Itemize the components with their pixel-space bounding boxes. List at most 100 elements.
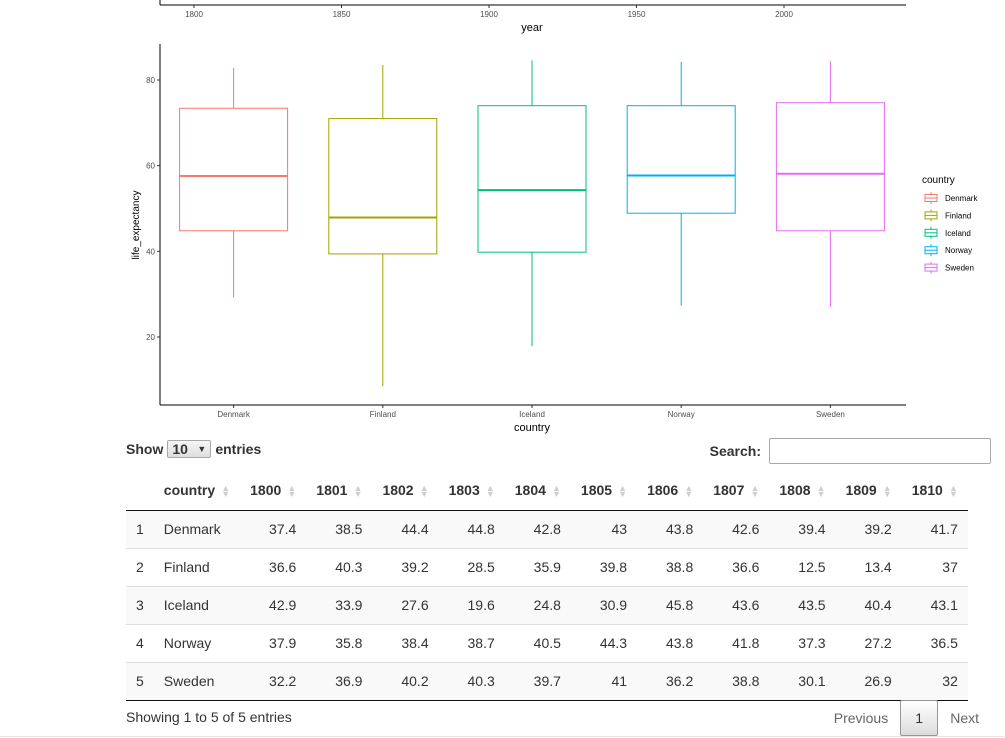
value-cell: 43.6 [703,585,770,624]
value-cell: 35.9 [504,547,571,586]
value-cell: 19.6 [438,585,505,624]
value-cell: 42.9 [240,585,307,624]
column-header-label: 1802 [382,481,414,498]
search-control: Search: [710,438,991,464]
legend-label: Finland [945,211,971,220]
column-header-1808[interactable]: 1808 ▲ ▼ [769,470,836,511]
value-cell: 37.4 [269,521,297,537]
value-cell: 27.2 [835,623,902,662]
column-header-1801[interactable]: 1801 ▲ ▼ [306,470,373,511]
column-header-1800[interactable]: 1800 ▲ ▼ [240,470,307,511]
value-cell: 39.2 [864,521,892,537]
country-cell: Finland [153,547,241,586]
value-cell: 43 [611,521,628,537]
column-header-1810[interactable]: 1810 ▲ ▼ [901,470,968,511]
value-cell: 13.4 [835,547,902,586]
y-tick-label: 60 [146,162,155,171]
legend-item-iceland: Iceland [924,226,971,239]
x-tick-label: Norway [668,410,695,419]
table-row[interactable]: 2 Finland 36.6 40.3 39.2 28.5 35.9 39.8 38.8 36.6… [126,547,968,586]
column-header-1802[interactable]: 1802 ▲ ▼ [372,470,439,511]
value-cell: 37.9 [240,623,307,662]
y-tick-label: 20 [146,333,155,342]
value-cell: 39.2 [372,547,439,586]
value-cell: 36.6 [703,547,770,586]
box-iqr [775,102,885,232]
year-axis: 1800 1850 1900 1950 2000 [159,0,906,19]
sort-icon: ▲ ▼ [882,483,892,500]
legend-label: Iceland [945,229,971,238]
page-1-button[interactable]: 1 [900,700,939,736]
value-cell: 39.7 [504,661,571,701]
value-cell: 42.8 [533,521,561,537]
x-axis-label: country [514,422,551,434]
column-header-1804[interactable]: 1804 ▲ ▼ [504,470,571,511]
x-tick-label: Denmark [217,410,250,419]
column-header-1807[interactable]: 1807 ▲ ▼ [703,470,770,511]
column-header-label: 1809 [845,481,877,498]
column-header-1806[interactable]: 1806 ▲ ▼ [637,470,704,511]
value-cell: 37 [901,547,968,586]
box-iqr [179,107,289,232]
box-iceland [477,60,587,346]
divider [0,736,1005,737]
value-cell: 30.1 [769,661,836,701]
legend: country Denmark Finland Iceland Norway Swede… [922,175,978,274]
data-table: country ▲ ▼ 1800 ▲ ▼ 1801 ▲ ▼ 1802 ▲ ▼ 1803 ▲ ▼ 1804 ▲ ▼ 1… [126,470,968,701]
value-cell: 38.7 [438,623,505,662]
column-header-1809[interactable]: 1809 ▲ ▼ [835,470,902,511]
box-iqr [626,105,736,214]
year-tick-label: 1900 [480,10,498,19]
row-index: 2 [126,547,154,586]
y-tick-label: 80 [146,76,155,85]
box-iqr [477,105,587,253]
value-cell: 38.4 [372,623,439,662]
legend-label: Denmark [945,194,978,203]
value-cell: 24.8 [504,585,571,624]
value-cell: 43.8 [637,623,704,662]
value-cell: 43.1 [901,585,968,624]
entries-select[interactable]: 10 ▼ [167,440,212,458]
search-input[interactable] [769,438,991,464]
table-header-row: country ▲ ▼ 1800 ▲ ▼ 1801 ▲ ▼ 1802 ▲ ▼ 1803 ▲ ▼ 1804 ▲ ▼ 1… [126,470,968,511]
y-tick-label: 40 [146,247,155,256]
column-header-country[interactable]: country ▲ ▼ [153,470,241,511]
value-cell: 38.5 [335,521,363,537]
length-suffix: entries [215,441,262,457]
year-axis-label: year [521,22,543,34]
country-cell: Iceland [153,585,241,624]
sort-icon: ▲ ▼ [287,483,297,500]
value-cell: 36.6 [240,547,307,586]
box-finland [328,65,438,387]
previous-page-button[interactable]: Previous [833,710,889,726]
table-row[interactable]: 3 Iceland 42.9 33.9 27.6 19.6 24.8 30.9 45.8 43.6… [126,585,968,624]
length-prefix: Show [126,441,164,457]
value-cell: 40.2 [372,661,439,701]
next-page-button[interactable]: Next [950,710,979,726]
value-cell: 38.8 [637,547,704,586]
year-plot-axis: 1800 1850 1900 1950 2000 year [159,0,906,34]
row-index: 4 [126,623,154,662]
legend-item-norway: Norway [924,244,972,257]
legend-item-denmark: Denmark [924,192,978,204]
value-cell: 41.8 [703,623,770,662]
column-header-1805[interactable]: 1805 ▲ ▼ [570,470,638,511]
table-row[interactable]: 4 Norway 37.9 35.8 38.4 38.7 40.5 44.3 43.8 41.8 3… [126,623,968,662]
column-header-label: 1805 [580,481,613,498]
column-header-label: 1807 [713,481,745,498]
sort-icon: ▲ ▼ [353,483,363,500]
column-header-1803[interactable]: 1803 ▲ ▼ [438,470,505,511]
table-row[interactable]: 1 Denmark 37.4 38.5 44.4 44.8 42.8 43 43.8 42.6 39… [126,510,968,548]
country-cell: Denmark [163,521,221,537]
year-tick-label: 1850 [333,10,351,19]
table-row[interactable]: 5 Sweden 32.2 36.9 40.2 40.3 39.7 41 36.2 38.8 30.… [126,661,968,701]
column-header-label: 1806 [647,481,679,498]
entries-length-control: Show 10 ▼ entries [126,440,261,458]
value-cell: 43.8 [665,521,694,537]
value-cell: 38.8 [703,661,770,701]
value-cell: 41 [570,661,638,701]
column-header-label: 1810 [911,481,943,498]
sort-icon: ▲ ▼ [618,483,628,500]
legend-title: country [922,175,955,186]
column-header-label: 1808 [779,481,811,498]
